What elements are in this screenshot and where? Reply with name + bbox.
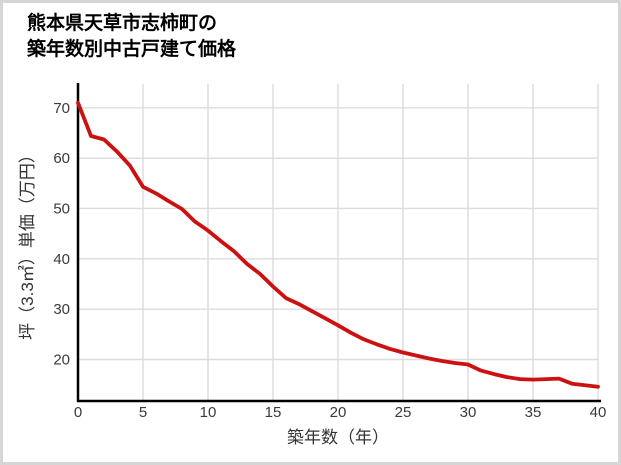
x-tick-label: 10	[200, 404, 217, 421]
axes	[76, 83, 601, 403]
y-tick-label: 40	[53, 251, 70, 268]
x-tick-label: 15	[265, 404, 282, 421]
price-line	[76, 100, 600, 389]
x-tick-label: 30	[460, 404, 477, 421]
gridlines	[78, 84, 599, 401]
x-tick-label: 0	[74, 404, 82, 421]
price-chart: 0 5 10 15 20 25 30 35 40 20 30 40 50 60 70 築年数（年） 坪（3…	[18, 83, 607, 447]
y-tick-label: 20	[53, 352, 70, 369]
x-tick-labels: 0 5 10 15 20 25 30 35 40	[74, 404, 607, 421]
x-tick-label: 35	[525, 404, 542, 421]
y-tick-labels: 20 30 40 50 60 70	[53, 100, 70, 369]
x-tick-label: 5	[139, 404, 147, 421]
x-tick-label: 40	[590, 404, 607, 421]
y-tick-label: 50	[53, 200, 70, 217]
chart-title-line2: 築年数別中古戸建て価格	[27, 39, 237, 60]
y-tick-label: 70	[53, 100, 70, 117]
y-tick-label: 60	[53, 150, 70, 167]
y-axis-title: 坪（3.3㎡）単価（万円）	[18, 146, 37, 340]
y-tick-label: 30	[53, 301, 70, 318]
chart-title-line1: 熊本県天草市志柿町の	[27, 13, 218, 34]
chart-title: 熊本県天草市志柿町の 築年数別中古戸建て価格	[27, 11, 236, 63]
x-tick-label: 25	[395, 404, 412, 421]
x-tick-label: 20	[330, 404, 347, 421]
x-axis-title: 築年数（年）	[287, 428, 389, 447]
